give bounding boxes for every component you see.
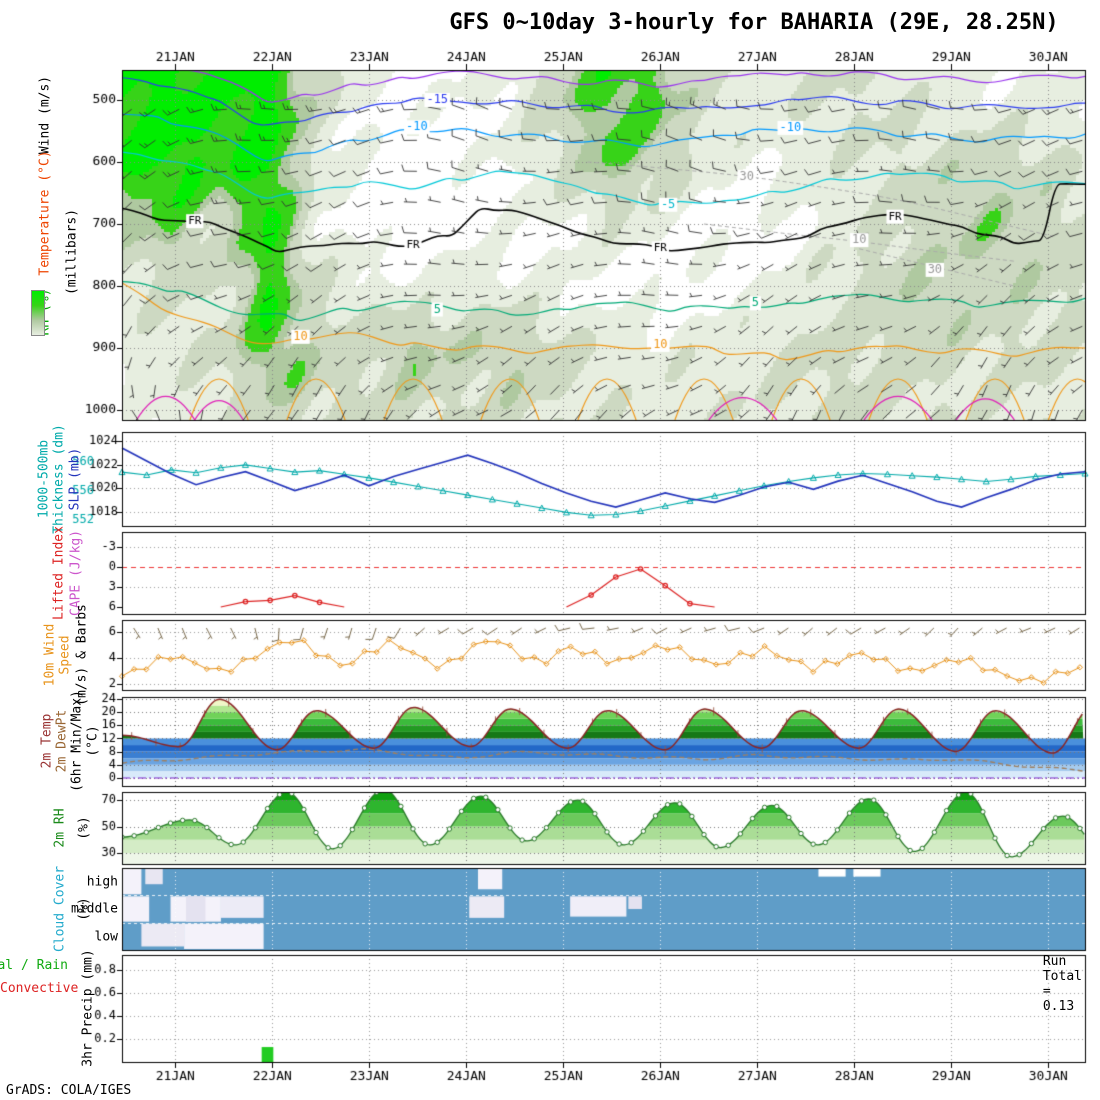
- axis-label-10m-speed: Speed: [57, 635, 73, 675]
- axis-label-cloud-cover: Cloud Cover: [52, 865, 68, 953]
- axis-label-wind: Wind (m/s): [37, 75, 53, 155]
- axis-label-thickness-1: 1000-500mb: [36, 439, 52, 519]
- legend-total-rain: Total / Rain: [0, 958, 68, 973]
- axis-label-slp: SLP (mb): [67, 447, 83, 511]
- axis-label-3hr-precip: 3hr Precip (mm): [80, 949, 96, 1067]
- credit-text: GrADS: COLA/IGES: [6, 1083, 132, 1098]
- run-total-text: Run Total = 0.13: [1042, 954, 1082, 1014]
- rh-colorbar-icon: [31, 290, 45, 336]
- axis-label-2m-rh: 2m RH: [52, 808, 68, 848]
- axis-label-degc: (°C): [85, 725, 101, 757]
- chart-title: GFS 0~10day 3-hourly for BAHARIA (29E, 2…: [449, 10, 1059, 35]
- axis-label-minmax: (6hr Min/Max): [69, 690, 85, 792]
- axis-label-2m-rh-unit: (%): [76, 816, 92, 840]
- cloud-row-high: high: [86, 874, 118, 890]
- axis-label-2m-temp: 2m Temp: [39, 713, 55, 769]
- axis-label-thickness-2: Thickness (dm): [51, 424, 67, 534]
- cloud-row-low: low: [94, 929, 118, 945]
- axis-label-2m-dewpt: 2m DewPt: [54, 709, 70, 773]
- axis-label-temperature: Temperature (°C): [37, 150, 53, 276]
- legend-convective: Convective: [0, 981, 79, 996]
- axis-label-lifted-index: Lifted Index: [51, 526, 67, 620]
- cloud-row-middle: middle: [71, 901, 118, 917]
- axis-label-cape: CAPE (J/kg): [68, 529, 84, 617]
- axis-label-10m-wind: 10m Wind: [42, 623, 58, 687]
- axis-label-millibars: (millibars): [64, 208, 80, 296]
